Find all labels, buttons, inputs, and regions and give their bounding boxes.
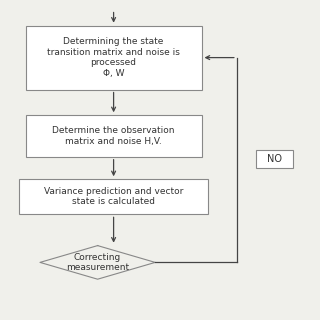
FancyBboxPatch shape	[26, 115, 202, 157]
FancyBboxPatch shape	[19, 179, 208, 214]
Text: Correcting
measurement: Correcting measurement	[66, 253, 129, 272]
Text: Determine the observation
matrix and noise H,V.: Determine the observation matrix and noi…	[52, 126, 175, 146]
Text: NO: NO	[267, 154, 282, 164]
FancyBboxPatch shape	[26, 26, 202, 90]
Text: Determining the state
transition matrix and noise is
processed
Φ, W: Determining the state transition matrix …	[47, 37, 180, 78]
Text: Variance prediction and vector
state is calculated: Variance prediction and vector state is …	[44, 187, 183, 206]
FancyBboxPatch shape	[256, 150, 293, 168]
